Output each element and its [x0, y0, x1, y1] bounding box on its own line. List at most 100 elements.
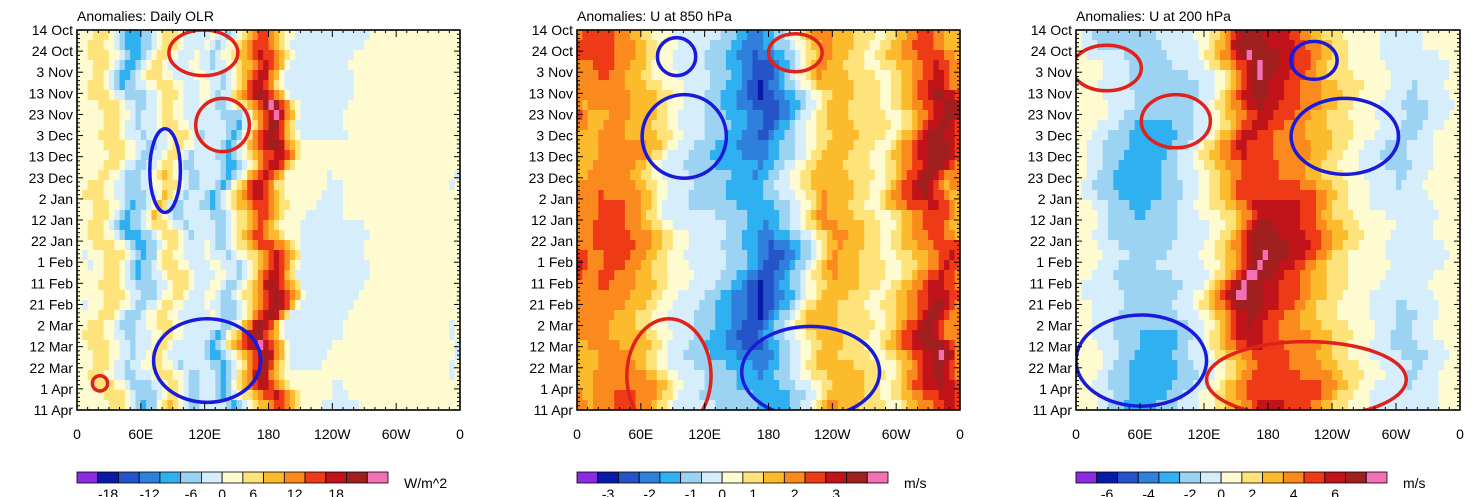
- heatmap-cell: [209, 110, 216, 121]
- heatmap-cell: [146, 330, 153, 341]
- heatmap-cell: [241, 120, 248, 131]
- heatmap-cell: [577, 120, 583, 131]
- heatmap-cell: [151, 220, 158, 231]
- heatmap-cell: [789, 290, 796, 301]
- heatmap-cell: [401, 250, 408, 261]
- heatmap-cell: [135, 120, 142, 131]
- heatmap-cell: [130, 180, 137, 191]
- heatmap-cell: [172, 170, 179, 181]
- heatmap-cell: [396, 290, 403, 301]
- heatmap-cell: [725, 190, 732, 201]
- heatmap-cell: [268, 370, 275, 381]
- heatmap-cell: [247, 100, 254, 111]
- heatmap-cell: [311, 340, 317, 351]
- heatmap-cell: [688, 30, 695, 41]
- heatmap-cell: [741, 290, 748, 301]
- heatmap-cell: [103, 230, 110, 241]
- heatmap-cell: [257, 90, 264, 101]
- heatmap-cell: [858, 170, 865, 181]
- heatmap-cell: [656, 110, 663, 121]
- heatmap-cell: [598, 50, 605, 61]
- heatmap-cell: [231, 130, 238, 141]
- heatmap-cell: [412, 150, 419, 161]
- heatmap-cell: [454, 150, 460, 161]
- heatmap-cell: [757, 140, 764, 151]
- heatmap-cell: [709, 30, 716, 41]
- heatmap-cell: [449, 130, 456, 141]
- heatmap-cell: [311, 60, 317, 71]
- heatmap-cell: [422, 350, 429, 361]
- heatmap-cell: [396, 370, 403, 381]
- heatmap-cell: [369, 180, 376, 191]
- heatmap-cell: [880, 240, 887, 251]
- heatmap-cell: [688, 290, 695, 301]
- heatmap-cell: [268, 380, 275, 391]
- heatmap-cell: [77, 370, 83, 381]
- heatmap-cell: [273, 210, 280, 221]
- heatmap-cell: [385, 110, 392, 121]
- heatmap-cell: [864, 70, 871, 81]
- heatmap-cell: [954, 150, 960, 161]
- heatmap-cell: [880, 190, 887, 201]
- heatmap-cell: [209, 340, 216, 351]
- heatmap-cell: [252, 220, 259, 231]
- heatmap-cell: [864, 60, 871, 71]
- heatmap-cell: [704, 150, 711, 161]
- heatmap-cell: [699, 100, 706, 111]
- heatmap-cell: [614, 30, 621, 41]
- heatmap-cell: [901, 40, 908, 51]
- heatmap-cell: [380, 290, 387, 301]
- heatmap-cell: [87, 80, 94, 91]
- heatmap-cell: [619, 220, 626, 231]
- heatmap-cell: [342, 190, 349, 201]
- heatmap-cell: [587, 50, 594, 61]
- heatmap-cell: [119, 280, 126, 291]
- heatmap-cell: [369, 90, 376, 101]
- heatmap-cell: [811, 30, 817, 41]
- heatmap-cell: [332, 30, 339, 41]
- heatmap-cell: [598, 160, 605, 171]
- heatmap-cell: [225, 240, 232, 251]
- heatmap-cell: [257, 260, 264, 271]
- heatmap-cell: [715, 120, 722, 131]
- heatmap-cell: [321, 320, 328, 331]
- heatmap-cell: [87, 130, 94, 141]
- heatmap-cell: [92, 170, 99, 181]
- heatmap-cell: [832, 40, 839, 51]
- heatmap-cell: [92, 180, 99, 191]
- heatmap-cell: [369, 380, 376, 391]
- heatmap-cell: [151, 50, 158, 61]
- heatmap-cell: [199, 180, 206, 191]
- heatmap-cell: [795, 60, 802, 71]
- heatmap-cell: [651, 80, 658, 91]
- heatmap-cell: [731, 50, 738, 61]
- heatmap-cell: [672, 220, 679, 231]
- significance-contour: [193, 96, 252, 154]
- colorbar-swatch: [200, 471, 223, 484]
- heatmap-cell: [640, 280, 647, 291]
- heatmap-cell: [715, 190, 722, 201]
- heatmap-cell: [401, 110, 408, 121]
- heatmap-cell: [311, 190, 317, 201]
- heatmap-cell: [736, 130, 743, 141]
- heatmap-cell: [688, 160, 695, 171]
- heatmap-cell: [300, 300, 307, 311]
- heatmap-cell: [864, 90, 871, 101]
- heatmap-cell: [683, 130, 690, 141]
- heatmap-cell: [231, 150, 238, 161]
- heatmap-cell: [252, 290, 259, 301]
- heatmap-cell: [763, 260, 770, 271]
- heatmap-cell: [295, 400, 302, 410]
- heatmap-cell: [358, 30, 365, 41]
- heatmap-cell: [188, 260, 195, 271]
- heatmap-cell: [662, 150, 669, 161]
- heatmap-cell: [640, 50, 647, 61]
- heatmap-cell: [295, 270, 302, 281]
- heatmap-cell: [108, 370, 115, 381]
- heatmap-cell: [140, 390, 147, 401]
- heatmap-cell: [225, 130, 232, 141]
- heatmap-cell: [199, 360, 206, 371]
- heatmap-cell: [342, 50, 349, 61]
- heatmap-cell: [300, 90, 307, 101]
- y-tick-label: 24 Oct: [32, 43, 73, 59]
